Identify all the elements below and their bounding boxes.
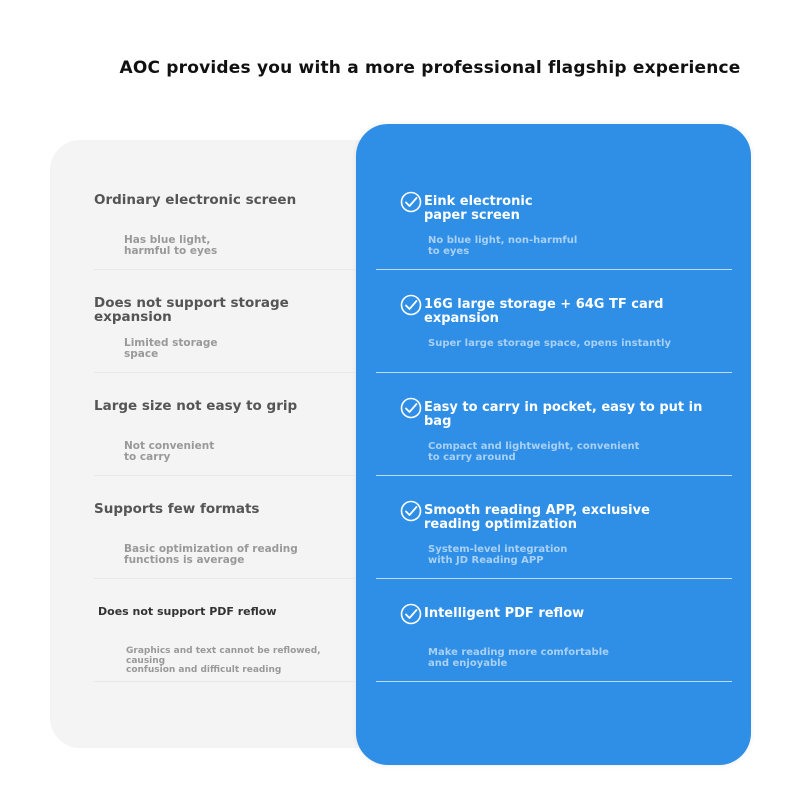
divider: [94, 269, 356, 270]
aoc-feature-item: Eink electronic paper screen No blue lig…: [376, 167, 732, 270]
ordinary-item: Ordinary electronic screen Has blue ligh…: [94, 167, 356, 270]
divider: [94, 475, 356, 476]
check-circle-icon: [400, 397, 422, 419]
check-circle-icon: [400, 294, 422, 316]
aoc-feature-subtitle: System-level integration with JD Reading…: [428, 544, 568, 566]
aoc-feature-title: Eink electronic paper screen: [424, 194, 533, 223]
ordinary-item-subtitle: Limited storage space: [124, 337, 218, 360]
aoc-feature-item: Smooth reading APP, exclusive reading op…: [376, 476, 732, 579]
ordinary-item: Supports few formats Basic optimization …: [94, 476, 356, 579]
aoc-feature-item: Easy to carry in pocket, easy to put in …: [376, 373, 732, 476]
divider: [94, 578, 356, 579]
aoc-feature-subtitle: Make reading more comfortable and enjoya…: [428, 647, 609, 669]
ordinary-item-subtitle: Has blue light, harmful to eyes: [124, 234, 218, 257]
ordinary-item-title: Does not support PDF reflow: [98, 605, 277, 618]
ordinary-item: Does not support storage expansion Limit…: [94, 270, 356, 373]
aoc-feature-subtitle: Super large storage space, opens instant…: [428, 338, 671, 349]
ordinary-item-subtitle: Not convenient to carry: [124, 440, 215, 463]
aoc-feature-title: Intelligent PDF reflow: [424, 606, 585, 621]
divider: [376, 475, 732, 476]
ordinary-item-title: Ordinary electronic screen: [94, 192, 297, 208]
divider: [94, 681, 356, 682]
ordinary-item-title: Large size not easy to grip: [94, 398, 298, 414]
aoc-feature-title: Smooth reading APP, exclusive reading op…: [424, 503, 650, 532]
aoc-feature-card: [356, 124, 751, 765]
ordinary-item: Does not support PDF reflow Graphics and…: [94, 579, 356, 682]
divider: [94, 372, 356, 373]
divider: [376, 578, 732, 579]
ordinary-item-subtitle: Basic optimization of reading functions …: [124, 543, 298, 566]
ordinary-item-title: Supports few formats: [94, 501, 260, 517]
check-circle-icon: [400, 191, 422, 213]
page-title: AOC provides you with a more professiona…: [119, 58, 741, 78]
aoc-feature-subtitle: Compact and lightweight, convenient to c…: [428, 441, 640, 463]
divider: [376, 681, 732, 682]
check-circle-icon: [400, 603, 422, 625]
aoc-feature-item: Intelligent PDF reflow Make reading more…: [376, 579, 732, 682]
aoc-feature-title: 16G large storage + 64G TF card expansio…: [424, 297, 664, 326]
aoc-feature-item: 16G large storage + 64G TF card expansio…: [376, 270, 732, 373]
ordinary-item-title: Does not support storage expansion: [94, 295, 289, 325]
aoc-feature-title: Easy to carry in pocket, easy to put in …: [424, 400, 703, 429]
divider: [376, 372, 732, 373]
aoc-feature-subtitle: No blue light, non-harmful to eyes: [428, 235, 578, 257]
divider: [376, 269, 732, 270]
ordinary-item-subtitle: Graphics and text cannot be reflowed, ca…: [126, 646, 321, 675]
ordinary-item: Large size not easy to grip Not convenie…: [94, 373, 356, 476]
check-circle-icon: [400, 500, 422, 522]
